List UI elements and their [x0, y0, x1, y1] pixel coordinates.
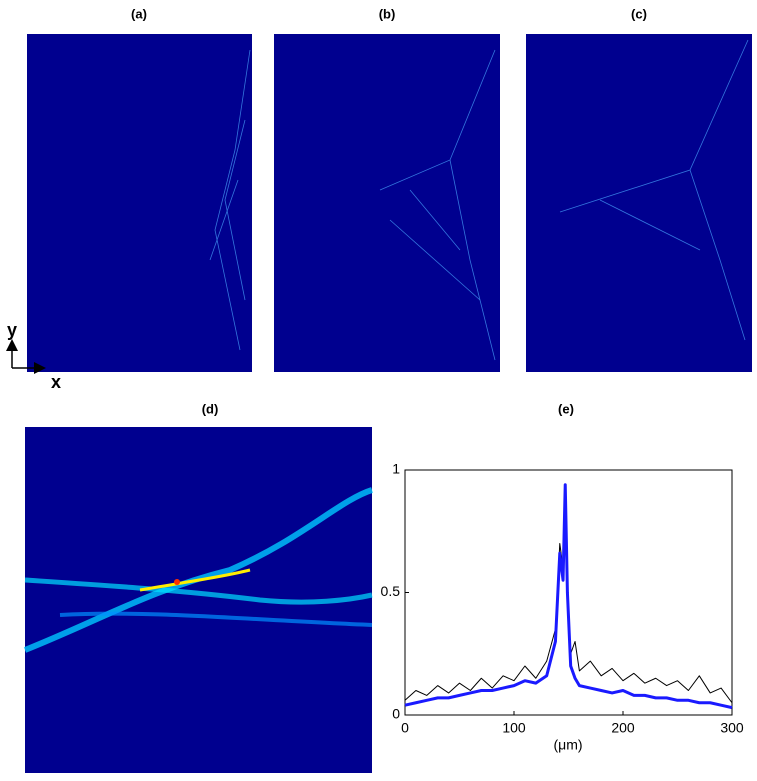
x-axis-label: (μm) — [553, 737, 582, 753]
strands-a — [209, 49, 251, 351]
series-line — [404, 483, 733, 710]
y-tick-label: 0.5 — [381, 583, 401, 599]
x-tick-label: 200 — [611, 720, 635, 736]
y-tick-label: 0 — [392, 706, 400, 722]
panel-label: (d) — [202, 401, 219, 416]
heatmap-c — [526, 34, 752, 372]
strands-b — [379, 49, 496, 361]
x-arrow-label: x — [51, 372, 61, 392]
panel-label: (c) — [631, 6, 647, 21]
y-arrow-label: y — [7, 320, 17, 340]
x-tick-label: 100 — [502, 720, 526, 736]
bands-d — [23, 487, 373, 653]
panel-label: (e) — [558, 401, 574, 416]
heatmap-b — [274, 34, 500, 372]
y-tick-label: 1 — [392, 461, 400, 477]
panel-label: (b) — [379, 6, 396, 21]
strands-c — [559, 39, 749, 341]
heatmap-a — [27, 34, 252, 372]
x-tick-label: 0 — [401, 720, 409, 736]
plot-frame — [404, 469, 733, 716]
x-tick-label: 300 — [720, 720, 744, 736]
panel-label: (a) — [131, 6, 147, 21]
